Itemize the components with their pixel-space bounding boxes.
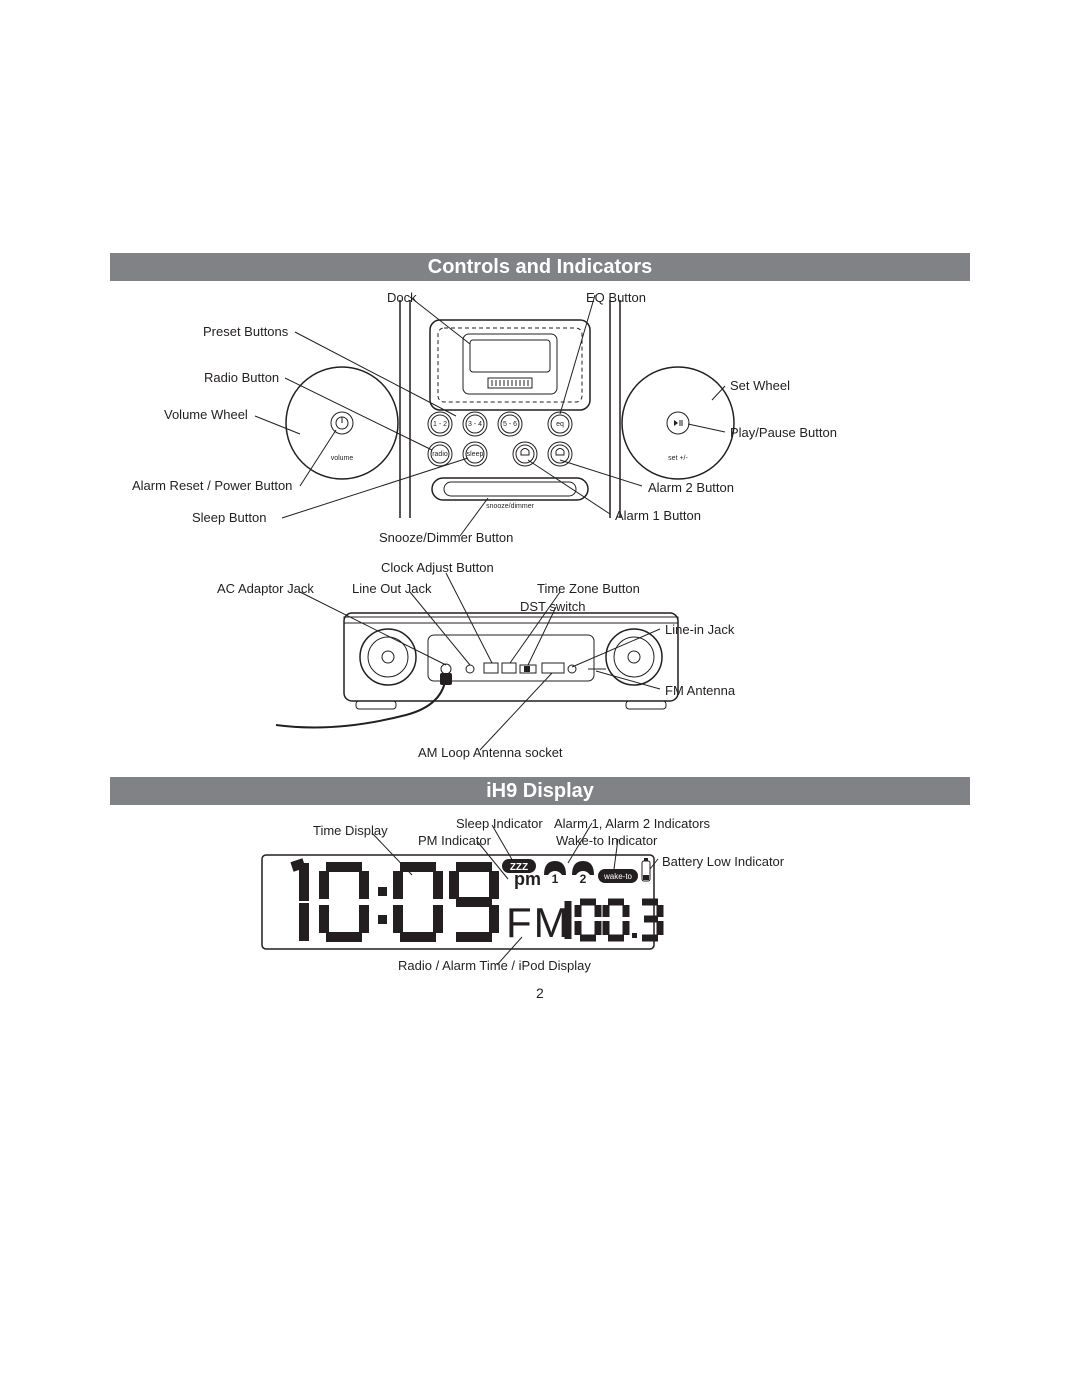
label-time-display: Time Display <box>313 823 388 838</box>
label-sleep-button: Sleep Button <box>192 510 266 525</box>
label-ac-adaptor: AC Adaptor Jack <box>217 581 314 596</box>
svg-text:snooze/dimmer: snooze/dimmer <box>486 503 535 510</box>
label-alarm-ind: Alarm 1, Alarm 2 Indicators <box>554 816 710 831</box>
svg-text:3 - 4: 3 - 4 <box>468 421 482 428</box>
svg-text:eq: eq <box>556 421 564 428</box>
label-line-out: Line Out Jack <box>352 581 432 596</box>
label-clock-adjust: Clock Adjust Button <box>381 560 494 575</box>
svg-text:sleep: sleep <box>467 451 484 458</box>
svg-text:5 - 6: 5 - 6 <box>503 421 517 428</box>
front-diagram: volume set +/- <box>260 300 760 530</box>
svg-text:ZZZ: ZZZ <box>510 862 528 873</box>
label-sleep-ind: Sleep Indicator <box>456 816 543 831</box>
svg-text:1: 1 <box>552 872 559 886</box>
label-snooze-dimmer: Snooze/Dimmer Button <box>379 530 513 545</box>
section-bar-controls: Controls and Indicators <box>110 253 970 281</box>
svg-text:wake-to: wake-to <box>603 872 633 881</box>
svg-text:2: 2 <box>580 872 587 886</box>
svg-text:volume: volume <box>331 455 354 462</box>
rear-diagram <box>270 595 770 755</box>
svg-text:1 - 2: 1 - 2 <box>433 421 447 428</box>
label-time-zone: Time Zone Button <box>537 581 640 596</box>
lcd-display: pm ZZZ 1 2 wake-to FM <box>262 845 822 965</box>
page-number: 2 <box>536 985 544 1001</box>
label-volume-wheel: Volume Wheel <box>164 407 248 422</box>
svg-text:set +/-: set +/- <box>668 455 688 462</box>
manual-page: Controls and Indicators Dock EQ Button P… <box>0 0 1080 1397</box>
section-bar-display: iH9 Display <box>110 777 970 805</box>
svg-text:radio: radio <box>432 451 448 458</box>
svg-text:FM: FM <box>506 899 571 946</box>
